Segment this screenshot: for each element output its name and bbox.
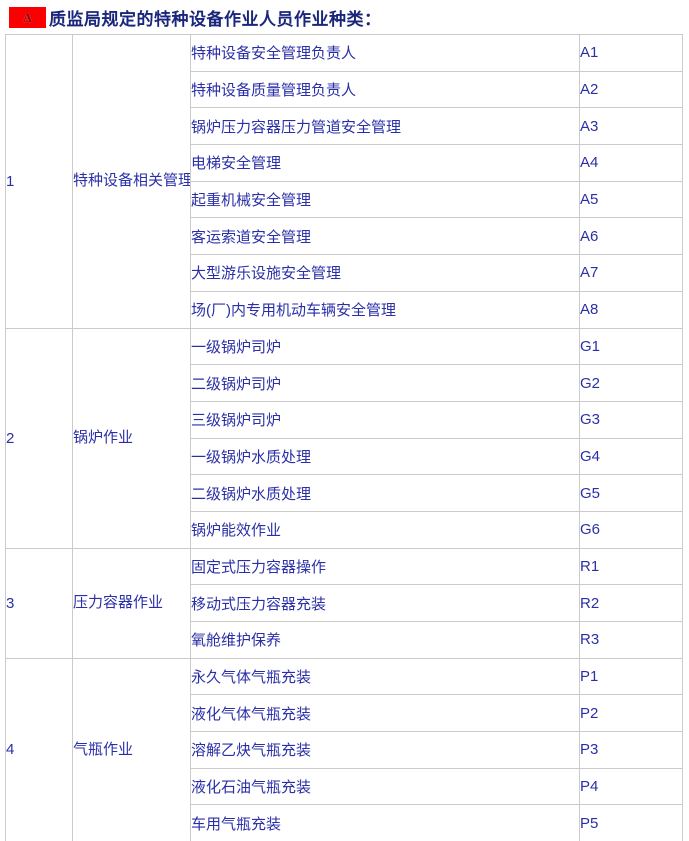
job-name-cell: 一级锅炉水质处理 <box>190 437 580 476</box>
job-code-cell: A5 <box>579 180 683 219</box>
job-name-cell: 固定式压力容器操作 <box>190 547 580 586</box>
table-row: 起重机械安全管理 A5 <box>6 180 683 219</box>
job-code-cell: P3 <box>579 731 683 769</box>
section-category: 锅炉作业 <box>72 327 191 549</box>
table-row: 氧舱维护保养 R3 <box>6 621 683 659</box>
table-row: 一级锅炉水质处理 G4 <box>6 437 683 476</box>
job-name-cell: 锅炉压力容器压力管道安全管理 <box>190 107 580 146</box>
job-name-cell: 三级锅炉司炉 <box>190 400 580 439</box>
job-name-cell: 特种设备安全管理负责人 <box>190 34 580 72</box>
job-code-cell: A4 <box>579 144 683 182</box>
job-code-cell: P4 <box>579 767 683 806</box>
table-row: 客运索道安全管理 A6 <box>6 217 683 256</box>
job-name-cell: 车用气瓶充装 <box>190 804 580 841</box>
table-row: 4 气瓶作业 永久气体气瓶充装 P1 <box>5 657 683 841</box>
job-name-cell: 锅炉能效作业 <box>190 510 580 549</box>
table-row: 溶解乙炔气瓶充装 P3 <box>6 731 683 769</box>
job-code-cell: G1 <box>579 327 683 366</box>
job-name-cell: 移动式压力容器充装 <box>190 584 580 622</box>
section-category: 特种设备相关管理 <box>72 34 191 329</box>
job-name-cell: 一级锅炉司炉 <box>190 327 580 366</box>
job-name-cell: 起重机械安全管理 <box>190 180 580 219</box>
page-header: A 质监局规定的特种设备作业人员作业种类： <box>9 5 382 30</box>
job-code-cell: P1 <box>579 657 683 696</box>
job-code-cell: G5 <box>579 474 683 512</box>
page-title: 质监局规定的特种设备作业人员作业种类： <box>49 10 382 29</box>
table-row: 二级锅炉司炉 G2 <box>6 364 683 402</box>
table-row: 二级锅炉水质处理 G5 <box>6 474 683 512</box>
table-row: 电梯安全管理 A4 <box>6 144 683 182</box>
job-code-cell: A1 <box>579 34 683 72</box>
section-number: 1 <box>5 34 73 329</box>
job-name-cell: 液化石油气瓶充装 <box>190 767 580 806</box>
section-number: 4 <box>5 657 73 841</box>
job-name-cell: 场(厂)内专用机动车辆安全管理 <box>190 290 580 329</box>
job-code-cell: A7 <box>579 254 683 292</box>
job-code-cell: G4 <box>579 437 683 476</box>
job-name-cell: 二级锅炉司炉 <box>190 364 580 402</box>
job-code-cell: A8 <box>579 290 683 329</box>
job-name-cell: 大型游乐设施安全管理 <box>190 254 580 292</box>
job-name-cell: 二级锅炉水质处理 <box>190 474 580 512</box>
section-number: 2 <box>5 327 73 549</box>
job-code-cell: A3 <box>579 107 683 146</box>
job-code-cell: R2 <box>579 584 683 622</box>
job-code-cell: A6 <box>579 217 683 256</box>
table-row: 锅炉能效作业 G6 <box>6 510 683 549</box>
job-name-cell: 液化气体气瓶充装 <box>190 694 580 733</box>
job-name-cell: 溶解乙炔气瓶充装 <box>190 731 580 769</box>
badge-letter: A <box>22 9 33 25</box>
table-row: 车用气瓶充装 P5 <box>6 804 683 841</box>
job-name-cell: 氧舱维护保养 <box>190 621 580 659</box>
section-badge: A <box>9 7 46 28</box>
table-row: 液化石油气瓶充装 P4 <box>6 767 683 806</box>
table-row: 特种设备质量管理负责人 A2 <box>6 70 683 109</box>
job-code-cell: G6 <box>579 510 683 549</box>
table-row: 大型游乐设施安全管理 A7 <box>6 254 683 292</box>
job-code-cell: G3 <box>579 400 683 439</box>
table-row: 2 锅炉作业 一级锅炉司炉 G1 <box>5 327 683 549</box>
job-code-cell: P2 <box>579 694 683 733</box>
categories-table-body: 1 特种设备相关管理 特种设备安全管理负责人 A1 特种设备质量管理负责人 A2 锅炉压力容… <box>5 34 683 841</box>
job-name-cell: 电梯安全管理 <box>190 144 580 182</box>
job-code-cell: R3 <box>579 621 683 659</box>
job-code-cell: P5 <box>579 804 683 841</box>
section-number: 3 <box>5 547 73 659</box>
table-row: 1 特种设备相关管理 特种设备安全管理负责人 A1 <box>5 34 683 329</box>
job-code-cell: R1 <box>579 547 683 586</box>
job-name-cell: 客运索道安全管理 <box>190 217 580 256</box>
table-row: 液化气体气瓶充装 P2 <box>6 694 683 733</box>
table-row: 3 压力容器作业 固定式压力容器操作 R1 <box>5 547 683 659</box>
table-row: 场(厂)内专用机动车辆安全管理 A8 <box>6 290 683 329</box>
section-category: 气瓶作业 <box>72 657 191 841</box>
table-row: 移动式压力容器充装 R2 <box>6 584 683 622</box>
categories-table: 1 特种设备相关管理 特种设备安全管理负责人 A1 特种设备质量管理负责人 A2 锅炉压力容… <box>5 34 683 841</box>
job-code-cell: A2 <box>579 70 683 109</box>
job-name-cell: 特种设备质量管理负责人 <box>190 70 580 109</box>
job-name-cell: 永久气体气瓶充装 <box>190 657 580 696</box>
job-code-cell: G2 <box>579 364 683 402</box>
section-category: 压力容器作业 <box>72 547 191 659</box>
